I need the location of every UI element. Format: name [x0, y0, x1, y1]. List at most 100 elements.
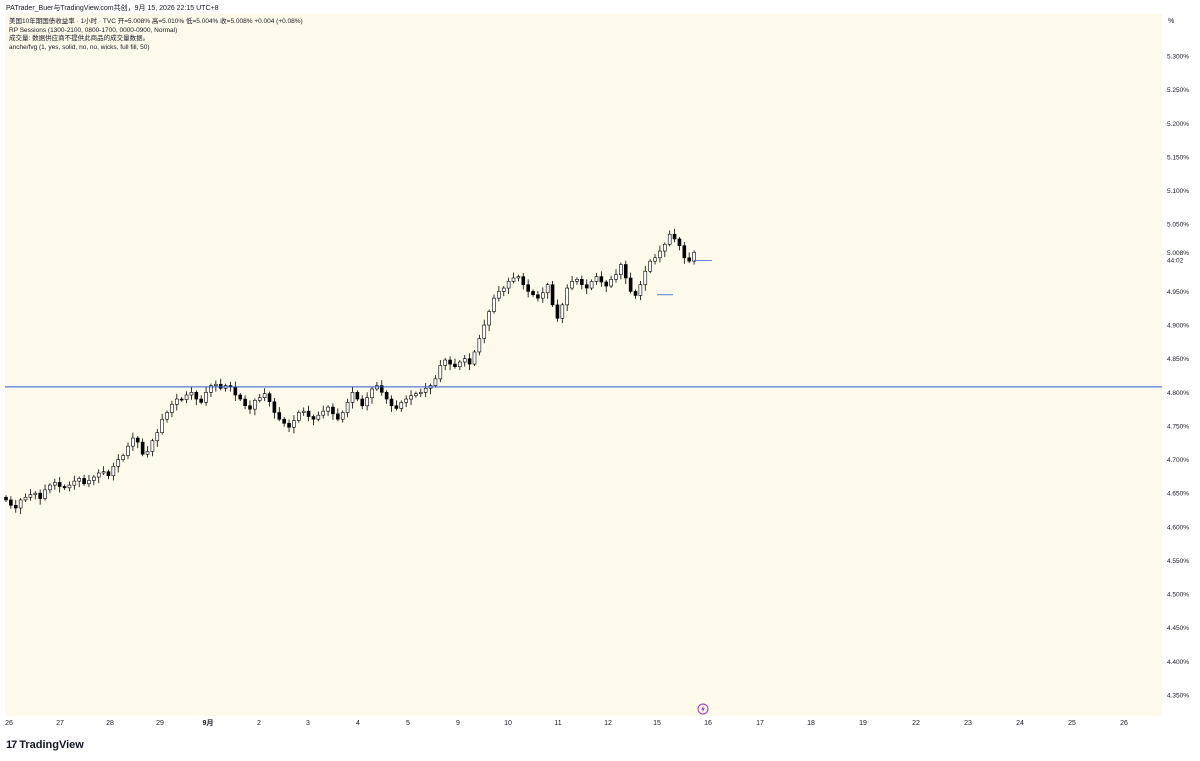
candle-body: [370, 388, 374, 398]
x-tick-label: 25: [1068, 720, 1076, 727]
chart-canvas[interactable]: [5, 14, 1162, 716]
x-tick-label: 2: [257, 720, 261, 727]
candle-body: [667, 233, 672, 245]
candle-body: [121, 455, 125, 460]
candle-body: [555, 304, 560, 319]
y-tick-label: 4.400%: [1167, 659, 1189, 666]
x-tick-label: 29: [156, 720, 164, 727]
y-tick-label: 5.008%: [1167, 250, 1189, 257]
x-tick-label: 9: [456, 720, 460, 727]
candle-body: [384, 392, 389, 400]
candle-body: [292, 420, 296, 428]
candle-body: [194, 392, 199, 400]
candle-body: [516, 276, 521, 279]
x-tick-label: 24: [1016, 720, 1024, 727]
candle-body: [584, 284, 589, 289]
y-tick-label: 5.100%: [1167, 188, 1189, 195]
candle-body: [316, 414, 321, 420]
candle-body: [282, 418, 286, 424]
time-axis-background: [0, 716, 1162, 734]
price-axis-background: [1162, 14, 1200, 716]
candle-body: [653, 257, 657, 262]
candle-body: [399, 402, 404, 409]
candle-body: [262, 393, 267, 398]
candle-body: [28, 494, 33, 498]
candle-body: [619, 264, 623, 275]
candle-body: [184, 394, 189, 401]
candle-body: [218, 383, 223, 389]
candle-body: [38, 492, 42, 499]
tradingview-brand: TradingView: [19, 739, 84, 751]
candle-body: [570, 281, 574, 289]
y-tick-label: 4.750%: [1167, 423, 1189, 430]
candle-body: [355, 392, 360, 400]
candle-body: [438, 365, 443, 380]
candle-body: [521, 276, 526, 285]
candle-body: [72, 480, 77, 486]
y-tick-label: 4.600%: [1167, 524, 1189, 531]
x-tick-label: 5: [406, 720, 410, 727]
legend-symbol-line[interactable]: 美国10年期国债收益率 · 1小时 · TVC 开=5.008% 高=5.010…: [9, 18, 303, 25]
x-tick-label: 26: [5, 720, 13, 727]
candle-body: [189, 392, 194, 396]
axis-unit-label[interactable]: %: [1168, 18, 1175, 25]
x-tick-label: 4: [356, 720, 360, 727]
y-tick-label: 4.500%: [1167, 592, 1189, 599]
y-tick-label: 4.950%: [1167, 289, 1189, 296]
candle-body: [672, 233, 677, 240]
legend-sessions-line[interactable]: RP Sessions (1300-2100, 0800-1700, 0000-…: [9, 26, 178, 34]
candle-body: [433, 378, 438, 386]
y-tick-label: 4.800%: [1167, 390, 1189, 397]
candle-body: [623, 264, 628, 279]
candle-body: [287, 422, 291, 428]
candle-body: [165, 412, 169, 420]
candle-body: [643, 270, 648, 285]
candle-body: [648, 260, 652, 272]
candle-body: [116, 459, 121, 467]
lightning-icon[interactable]: [697, 703, 709, 715]
candle-body: [175, 398, 179, 405]
candle-body: [257, 397, 262, 401]
y-tick-label: 4.650%: [1167, 491, 1189, 498]
candle-body: [394, 405, 399, 409]
candle-body: [92, 476, 96, 481]
candle-body: [326, 406, 330, 412]
candle-body: [67, 484, 72, 489]
candle-body: [13, 505, 18, 509]
legend-volume-line[interactable]: 成交量: 数据供应商不提供此商品的成交量数据。: [9, 35, 150, 43]
candle-body: [423, 387, 428, 393]
x-tick-label: 3: [306, 720, 310, 727]
x-tick-label: 26: [1120, 720, 1128, 727]
candle-body: [443, 359, 448, 366]
x-tick-label: 15: [653, 720, 661, 727]
candle-body: [131, 437, 135, 447]
legend-fvg-line[interactable]: anche/fvg (1, yes, solid, no, no, wicks,…: [9, 43, 150, 51]
candle-body: [501, 287, 506, 292]
candle-body: [145, 451, 150, 455]
candle-body: [550, 284, 555, 306]
candle-body: [233, 386, 238, 396]
chart-legend[interactable]: 美国10年期国债收益率 · 1小时 · TVC 开=5.008% 高=5.010…: [9, 18, 303, 52]
candle-body: [160, 418, 164, 433]
candle-body: [526, 284, 530, 292]
y-tick-label: 5.150%: [1167, 154, 1189, 161]
x-tick-label: 27: [56, 720, 64, 727]
candle-body: [52, 482, 57, 486]
candles-group: [4, 228, 696, 515]
candle-body: [467, 358, 472, 365]
candle-body: [692, 252, 696, 262]
candle-body: [82, 478, 86, 485]
candle-body: [306, 410, 311, 417]
candle-body: [150, 440, 155, 452]
candle-body: [170, 404, 174, 413]
x-tick-label: 19: [859, 720, 867, 727]
candle-body: [179, 398, 184, 401]
candle-body: [658, 250, 662, 259]
y-tick-label: 4.350%: [1167, 693, 1189, 700]
candle-body: [77, 478, 81, 482]
x-tick-label: 12: [604, 720, 612, 727]
x-tick-label: 10: [504, 720, 512, 727]
candle-body: [62, 486, 67, 489]
candle-body: [409, 395, 413, 400]
